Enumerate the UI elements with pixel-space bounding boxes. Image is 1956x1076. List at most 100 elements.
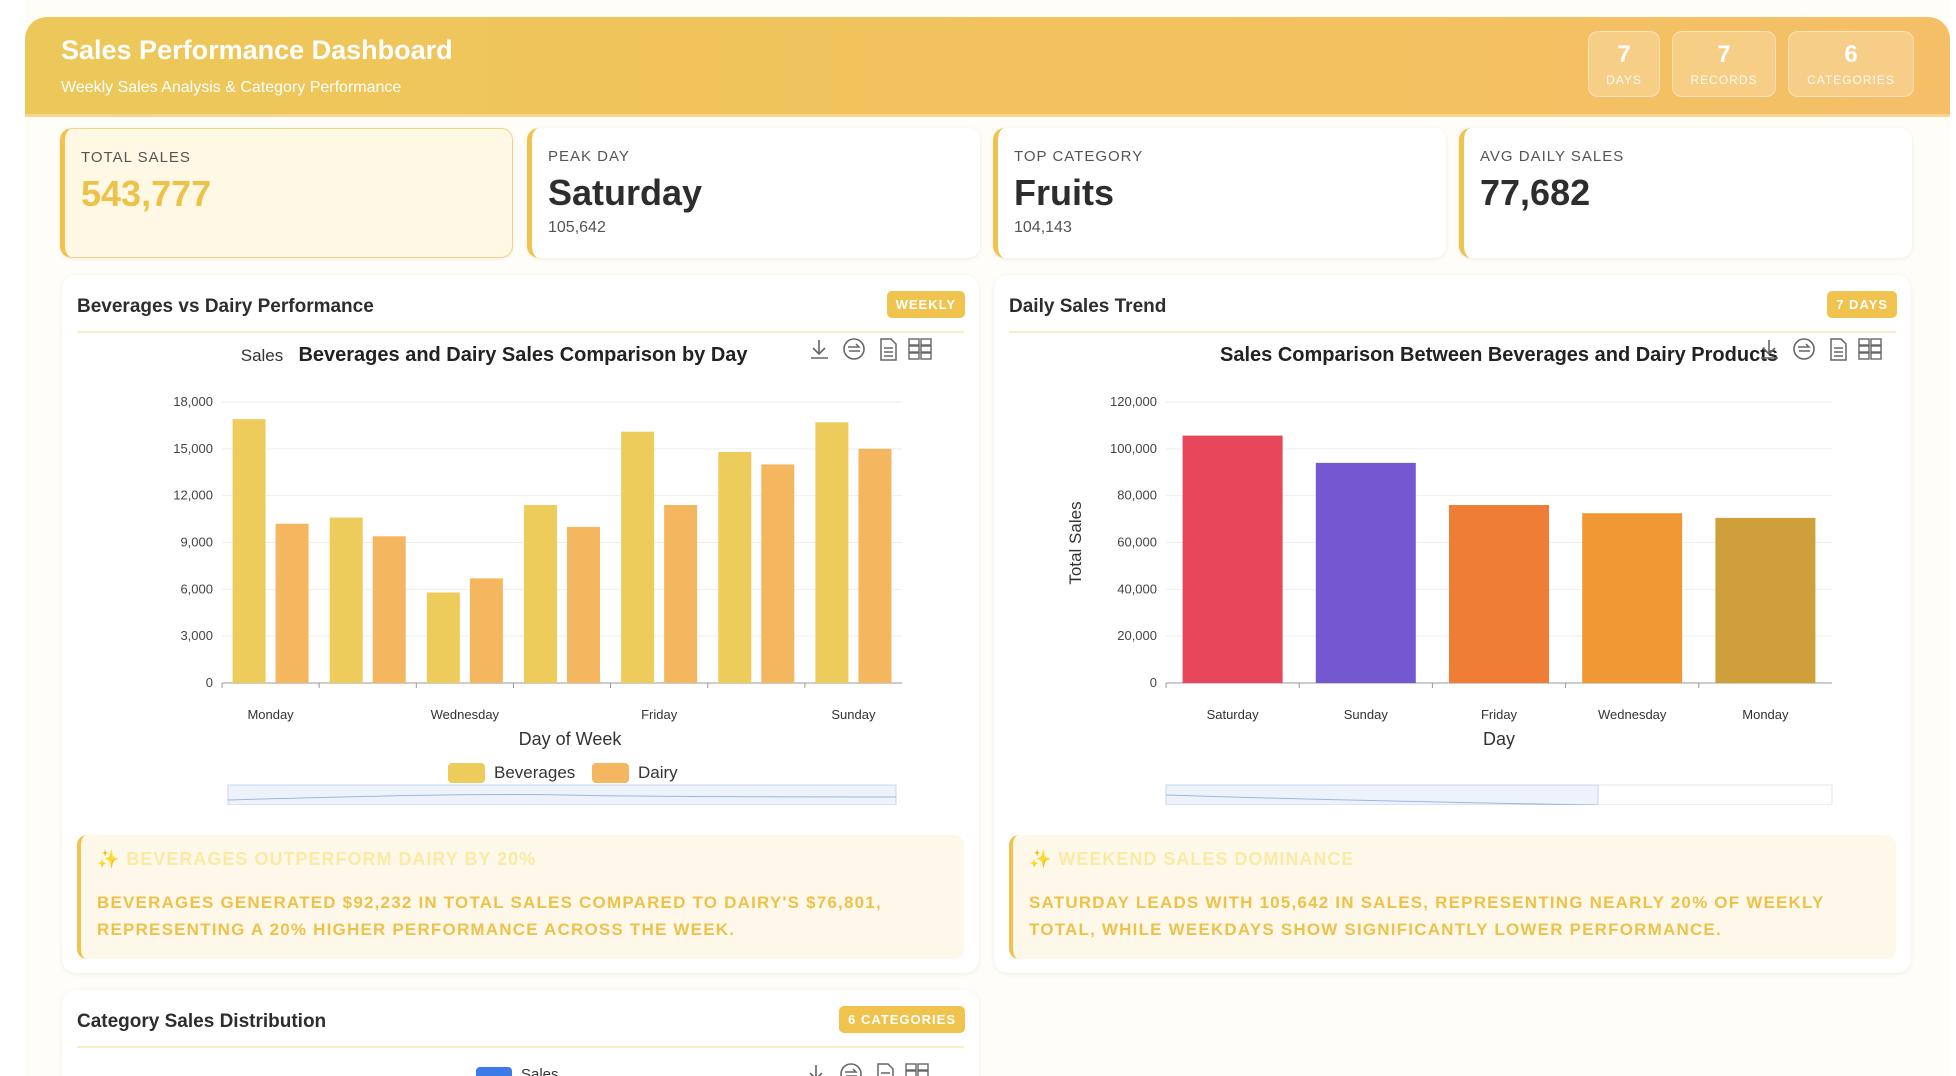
day-bar[interactable] xyxy=(1715,517,1816,683)
kpi-top-category[interactable]: TOP CATEGORY Fruits 104,143 xyxy=(993,128,1446,258)
dairy-legend-label: Dairy xyxy=(638,763,678,782)
restore-icon[interactable] xyxy=(843,338,865,360)
restore-icon[interactable] xyxy=(840,1063,862,1076)
y-tick-label: 120,000 xyxy=(1110,394,1157,409)
kpi-avg-daily-sales[interactable]: AVG DAILY SALES 77,682 xyxy=(1459,128,1912,258)
beverages-bar[interactable] xyxy=(524,505,557,683)
insight-card-right: ✨ WEEKEND SALES DOMINANCE Saturday leads… xyxy=(1009,835,1896,959)
beverages-bar[interactable] xyxy=(329,517,363,683)
data-view-icon[interactable] xyxy=(877,1063,894,1076)
y-tick-label: 6,000 xyxy=(180,581,213,596)
kpi-label: TOP CATEGORY xyxy=(1014,148,1144,165)
panel-title: Beverages vs Dairy Performance xyxy=(77,296,374,317)
x-axis-label: Day xyxy=(1483,729,1515,749)
records-label: RECORDS xyxy=(1690,73,1758,87)
dairy-bar[interactable] xyxy=(567,526,600,683)
category-distribution-panel: Category Sales Distribution 6 CATEGORIES… xyxy=(62,990,979,1076)
x-tick-label: Saturday xyxy=(1207,707,1260,722)
data-zoom-slider[interactable] xyxy=(1165,784,1599,805)
y-tick-label: 9,000 xyxy=(180,535,213,550)
y-tick-label: 40,000 xyxy=(1117,581,1157,596)
seven-days-badge: 7 DAYS xyxy=(1827,291,1897,318)
kpi-peak-day[interactable]: PEAK DAY Saturday 105,642 xyxy=(527,128,980,258)
day-bar[interactable] xyxy=(1315,462,1416,683)
data-zoom-preview xyxy=(1165,794,1599,805)
kpi-value: Saturday xyxy=(548,172,703,213)
data-view-icon[interactable] xyxy=(880,338,897,361)
insight-title: ✨ BEVERAGES OUTPERFORM DAIRY BY 20% xyxy=(97,849,537,869)
insight-text: Beverages generated $92,232 in total sal… xyxy=(97,893,882,939)
sales-legend-swatch xyxy=(476,1067,512,1076)
y-tick-label: 80,000 xyxy=(1117,488,1157,503)
panel-divider xyxy=(1009,331,1896,333)
kpi-value: 543,777 xyxy=(81,173,212,214)
data-zoom-preview xyxy=(227,794,897,801)
categories-label: CATEGORIES xyxy=(1807,73,1895,87)
kpi-label: PEAK DAY xyxy=(548,148,630,165)
x-tick-label: Sunday xyxy=(1344,707,1389,722)
page-subtitle: Weekly Sales Analysis & Category Perform… xyxy=(61,79,402,96)
x-axis-label: Day of Week xyxy=(519,729,623,749)
chart-toolbox xyxy=(808,1063,929,1076)
days-label: DAYS xyxy=(1606,73,1642,87)
x-tick-label: Friday xyxy=(641,707,678,722)
data-view-icon[interactable] xyxy=(1830,338,1847,361)
y-tick-label: 0 xyxy=(1150,675,1157,690)
kpi-subvalue: 104,143 xyxy=(1014,219,1072,236)
grid-icon[interactable] xyxy=(1858,338,1882,360)
dashboard-header: Sales Performance Dashboard Weekly Sales… xyxy=(25,17,1950,117)
y-tick-label: 100,000 xyxy=(1110,441,1157,456)
kpi-total-sales[interactable]: TOTAL SALES 543,777 xyxy=(60,128,513,258)
day-bar[interactable] xyxy=(1449,505,1549,683)
panel-divider xyxy=(77,1046,964,1048)
dairy-bar[interactable] xyxy=(372,536,406,683)
grid-icon[interactable] xyxy=(908,338,932,360)
beverages-dairy-chart: Beverages and Dairy Sales Comparison by … xyxy=(173,338,932,805)
download-icon[interactable] xyxy=(1761,340,1778,359)
kpi-label: TOTAL SALES xyxy=(81,149,191,166)
categories-stat-badge: 6 CATEGORIES xyxy=(1788,31,1914,97)
kpi-value: 77,682 xyxy=(1480,172,1591,213)
dairy-bar[interactable] xyxy=(469,578,503,683)
y-axis-label: Total Sales xyxy=(1066,501,1085,584)
beverages-legend-swatch[interactable] xyxy=(448,763,485,783)
beverages-bar[interactable] xyxy=(232,419,266,683)
x-tick-label: Wednesday xyxy=(1598,707,1667,722)
download-icon[interactable] xyxy=(808,1065,825,1076)
kpi-label: AVG DAILY SALES xyxy=(1480,148,1625,165)
dairy-bar[interactable] xyxy=(664,505,698,683)
dairy-bar[interactable] xyxy=(275,523,309,683)
x-tick-label: Wednesday xyxy=(431,707,500,722)
y-tick-label: 15,000 xyxy=(173,441,213,456)
kpi-subvalue: 105,642 xyxy=(548,219,606,236)
insight-card-left: ✨ BEVERAGES OUTPERFORM DAIRY BY 20% Beve… xyxy=(77,835,964,959)
panel-divider xyxy=(77,331,964,333)
day-bar[interactable] xyxy=(1182,435,1283,683)
beverages-bar[interactable] xyxy=(718,451,752,683)
y-tick-label: 12,000 xyxy=(173,488,213,503)
day-bar[interactable] xyxy=(1582,513,1683,683)
beverages-bar[interactable] xyxy=(621,431,655,683)
y-tick-label: 20,000 xyxy=(1117,628,1157,643)
beverages-dairy-panel: Beverages vs Dairy Performance WEEKLY Be… xyxy=(62,275,979,973)
kpi-value: Fruits xyxy=(1014,172,1115,213)
insight-text: Saturday leads with 105,642 in sales, re… xyxy=(1029,893,1825,939)
beverages-bar[interactable] xyxy=(426,592,460,683)
download-icon[interactable] xyxy=(811,340,828,359)
beverages-bar[interactable] xyxy=(815,422,849,683)
dairy-legend-swatch[interactable] xyxy=(592,763,629,783)
chart-title: Sales Comparison Between Beverages and D… xyxy=(1220,344,1778,366)
grid-icon[interactable] xyxy=(905,1063,929,1076)
panel-title: Category Sales Distribution xyxy=(77,1011,327,1032)
restore-icon[interactable] xyxy=(1793,338,1815,360)
dairy-bar[interactable] xyxy=(761,464,795,683)
weekly-badge: WEEKLY xyxy=(886,291,965,318)
y-axis-label: Sales xyxy=(241,346,284,365)
y-tick-label: 60,000 xyxy=(1117,535,1157,550)
panel-title: Daily Sales Trend xyxy=(1009,296,1167,317)
beverages-legend-label: Beverages xyxy=(494,763,575,782)
y-tick-label: 3,000 xyxy=(180,628,213,643)
x-tick-label: Monday xyxy=(1742,707,1789,722)
dairy-bar[interactable] xyxy=(858,448,892,683)
insight-title: ✨ WEEKEND SALES DOMINANCE xyxy=(1029,849,1355,869)
